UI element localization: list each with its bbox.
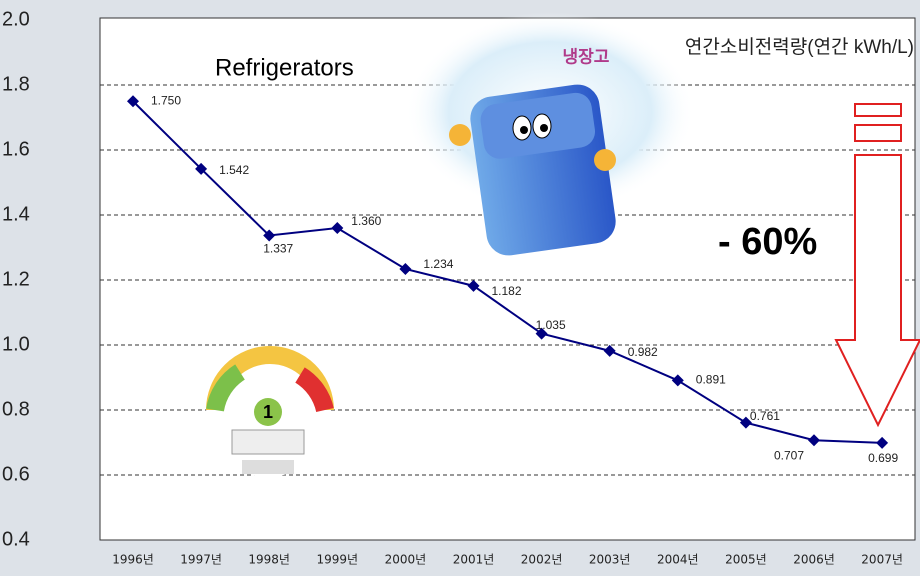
x-tick-label: 2002년 — [521, 553, 563, 567]
x-tick-label: 2003년 — [589, 553, 631, 567]
x-tick-label: 1997년 — [180, 553, 222, 567]
value-label: 1.750 — [151, 93, 181, 107]
y-tick-label: 1.4 — [2, 203, 30, 225]
value-label: 1.360 — [351, 214, 381, 228]
image-caption: 냉장고 — [563, 47, 610, 66]
y-tick-label: 0.4 — [2, 528, 30, 550]
value-label: 1.035 — [536, 318, 566, 332]
y-tick-label: 2.0 — [2, 8, 30, 30]
x-tick-label: 1999년 — [317, 553, 359, 567]
value-label: 1.234 — [423, 257, 453, 271]
y-tick-label: 0.6 — [2, 463, 30, 485]
x-tick-label: 1998년 — [248, 553, 290, 567]
y-tick-label: 1.6 — [2, 138, 30, 160]
x-tick-label: 2004년 — [657, 553, 699, 567]
value-label: 1.542 — [219, 163, 249, 177]
value-label: 0.982 — [628, 345, 658, 359]
chart-title: Refrigerators — [215, 54, 354, 81]
y-tick-label: 1.2 — [2, 268, 30, 290]
y-tick-label: 0.8 — [2, 398, 30, 420]
value-label: 0.891 — [696, 373, 726, 387]
y-tick-label: 1.0 — [2, 333, 30, 355]
change-label: - 60% — [718, 221, 817, 263]
x-tick-label: 2005년 — [725, 553, 767, 567]
x-tick-label: 2001년 — [453, 553, 495, 567]
value-label: 1.182 — [492, 284, 522, 298]
grade-label: 1 — [263, 402, 273, 422]
x-tick-label: 2007년 — [861, 553, 903, 567]
x-tick-label: 2006년 — [793, 553, 835, 567]
energy-label: 1 — [206, 353, 330, 477]
x-tick-label: 2000년 — [385, 553, 427, 567]
y-tick-label: 1.8 — [2, 73, 30, 95]
x-tick-label: 1996년 — [112, 553, 154, 567]
value-label: 0.699 — [868, 451, 898, 465]
value-label: 1.337 — [263, 242, 293, 256]
chart: 연간소비전력량(연간 kWh/L) 냉장고 Refrigerators - 60… — [0, 0, 920, 576]
value-label: 0.761 — [750, 409, 780, 423]
value-label: 0.707 — [774, 448, 804, 462]
unit-label: 연간소비전력량(연간 kWh/L) — [685, 36, 914, 58]
